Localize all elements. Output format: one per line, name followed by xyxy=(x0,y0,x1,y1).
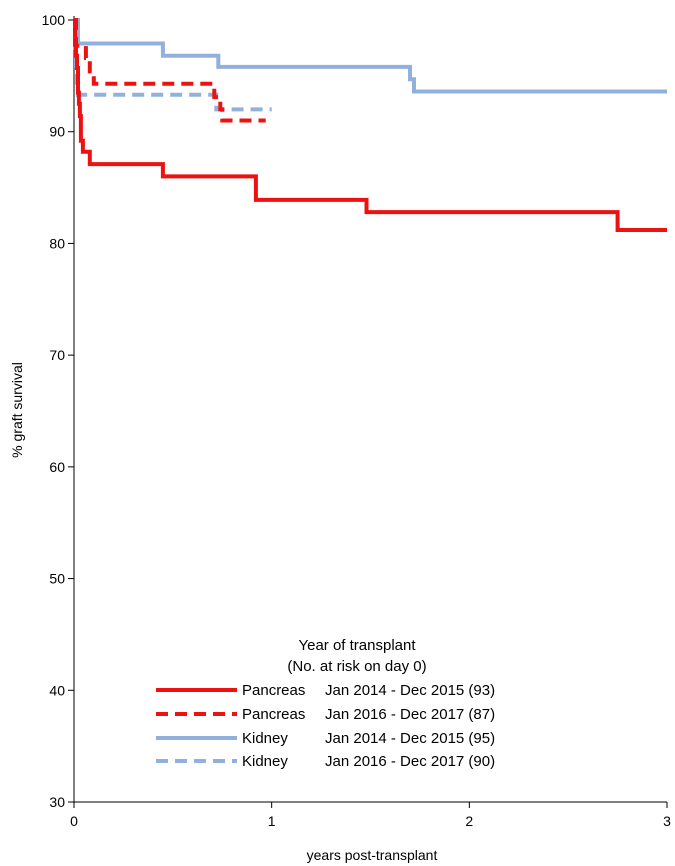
y-tick-label: 40 xyxy=(49,682,65,698)
y-tick-label: 50 xyxy=(49,571,65,587)
y-tick-label: 100 xyxy=(42,12,66,28)
series-line-4 xyxy=(73,18,272,112)
legend-title-line2: (No. at risk on day 0) xyxy=(287,658,426,675)
legend-entries: Pancreas Jan 2014 - Dec 2015 (93) Pancreas… xyxy=(156,682,495,770)
legend: Year of transplant (No. at risk on day 0… xyxy=(156,637,495,770)
x-tick-label: 2 xyxy=(465,813,473,829)
x-tick-label: 0 xyxy=(70,813,78,829)
y-tick-label: 90 xyxy=(49,124,65,140)
legend-organ-label: Pancreas xyxy=(242,682,305,699)
series-line-2 xyxy=(74,18,266,123)
legend-organ-label: Kidney xyxy=(242,730,288,747)
y-tick-label: 80 xyxy=(49,235,65,251)
x-tick-label: 3 xyxy=(663,813,671,829)
series-line-3 xyxy=(74,18,667,94)
y-axis-title: % graft survival xyxy=(9,362,25,458)
legend-period-label: Jan 2014 - Dec 2015 (95) xyxy=(325,730,495,747)
x-axis-title: years post-transplant xyxy=(307,847,438,863)
series-layer xyxy=(73,18,667,232)
x-tick-label: 1 xyxy=(268,813,276,829)
legend-period-label: Jan 2014 - Dec 2015 (93) xyxy=(325,682,495,699)
legend-title-line1: Year of transplant xyxy=(298,637,416,654)
y-tick-label: 60 xyxy=(49,459,65,475)
legend-organ-label: Kidney xyxy=(242,753,288,770)
legend-period-label: Jan 2016 - Dec 2017 (90) xyxy=(325,753,495,770)
axes: 30 40 50 60 70 80 90 100 0 1 2 3 xyxy=(42,12,671,829)
y-tick-label: 70 xyxy=(49,347,65,363)
legend-period-label: Jan 2016 - Dec 2017 (87) xyxy=(325,706,495,723)
y-tick-label: 30 xyxy=(49,794,65,810)
series-line-1 xyxy=(73,18,667,232)
legend-organ-label: Pancreas xyxy=(242,706,305,723)
